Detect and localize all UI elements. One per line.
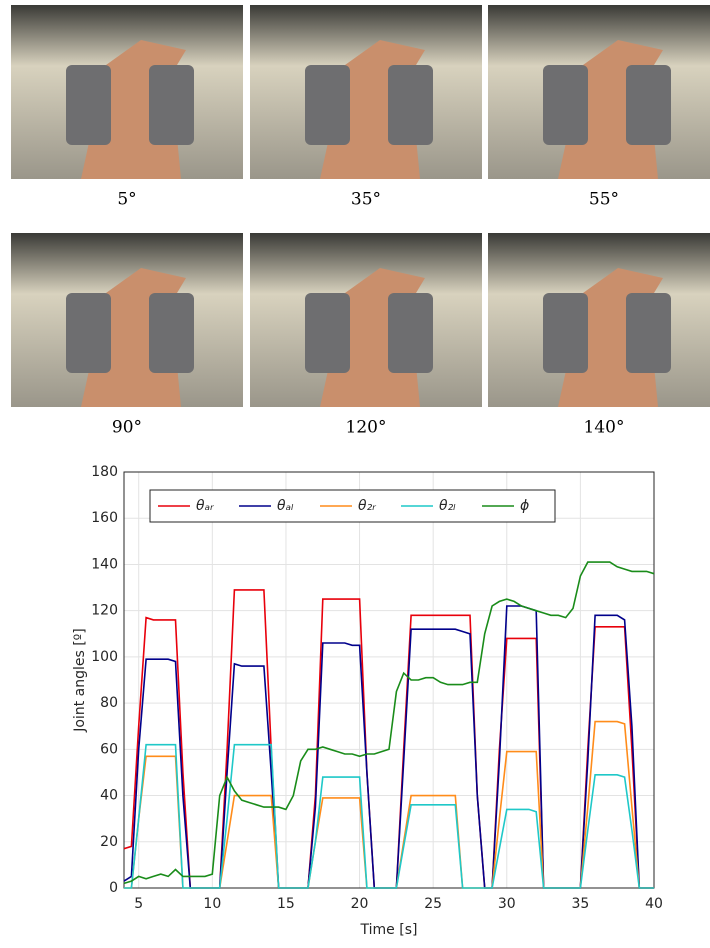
x-tick-label: 40 xyxy=(645,896,663,912)
device-right xyxy=(626,293,671,373)
legend-label: θₐᵣ xyxy=(196,498,215,514)
device-left xyxy=(305,65,350,145)
x-tick-label: 5 xyxy=(134,896,143,912)
y-axis-label: Joint angles [º] xyxy=(72,628,88,733)
device-right xyxy=(149,65,194,145)
photo-caption: 35° xyxy=(351,190,381,210)
y-tick-label: 100 xyxy=(91,649,118,665)
photo-caption: 5° xyxy=(117,190,136,210)
y-tick-label: 20 xyxy=(100,834,118,850)
device-right xyxy=(388,293,433,373)
x-tick-label: 30 xyxy=(498,896,516,912)
device-right xyxy=(626,65,671,145)
legend-label: θₐₗ xyxy=(277,498,294,514)
legend-label: ϕ xyxy=(520,498,529,514)
y-tick-label: 0 xyxy=(109,880,118,896)
photo-grid: 5° 35° 55° 90° 120° 140° xyxy=(11,5,710,438)
y-tick-label: 180 xyxy=(91,464,118,480)
x-tick-label: 10 xyxy=(203,896,221,912)
x-tick-label: 15 xyxy=(277,896,295,912)
device-left xyxy=(543,293,588,373)
legend-label: θ₂ₗ xyxy=(439,498,456,514)
y-tick-label: 60 xyxy=(100,741,118,757)
plot-area xyxy=(124,472,654,888)
y-tick-label: 40 xyxy=(100,788,118,804)
device-left xyxy=(305,293,350,373)
photo-caption: 140° xyxy=(584,418,625,438)
device-left xyxy=(543,65,588,145)
device-right xyxy=(388,65,433,145)
x-axis-label: Time [s] xyxy=(360,922,418,938)
legend-label: θ₂ᵣ xyxy=(358,498,377,514)
photo-caption: 120° xyxy=(346,418,387,438)
x-tick-label: 25 xyxy=(424,896,442,912)
x-tick-label: 20 xyxy=(351,896,369,912)
device-right xyxy=(149,293,194,373)
y-tick-label: 160 xyxy=(91,510,118,526)
photo-caption: 90° xyxy=(112,418,142,438)
x-tick-label: 35 xyxy=(571,896,589,912)
y-tick-label: 120 xyxy=(91,603,118,619)
photo-caption: 55° xyxy=(589,190,619,210)
figure: 5° 35° 55° 90° 120° 140° 0 20 40 60 80 100 120 140 16… xyxy=(0,0,710,944)
chart: 0 20 40 60 80 100 120 140 160 180 5 10 15 20 25 30 35 40 T… xyxy=(72,464,663,938)
y-tick-label: 140 xyxy=(91,556,118,572)
device-left xyxy=(66,65,111,145)
device-left xyxy=(66,293,111,373)
y-tick-label: 80 xyxy=(100,695,118,711)
